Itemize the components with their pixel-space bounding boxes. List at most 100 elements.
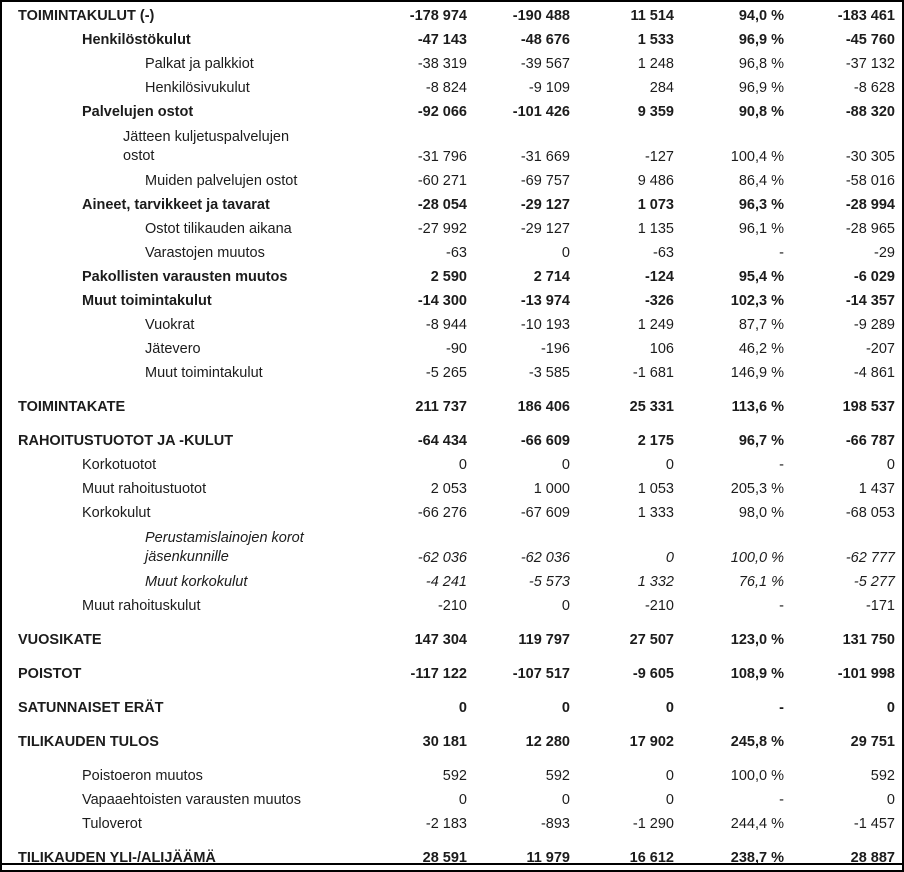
row-label: RAHOITUSTUOTOT JA -KULUT (18, 433, 234, 449)
row-label: Korkokulut (82, 505, 151, 521)
row-value: 284 (649, 80, 674, 96)
row-value: 238,7 % (730, 850, 784, 866)
row-value: 25 331 (629, 399, 674, 415)
row-value: 1 000 (533, 481, 570, 497)
row-value: -66 276 (417, 505, 467, 521)
row-value: -124 (644, 269, 674, 285)
row-value: -8 944 (425, 317, 467, 333)
row-label: Muiden palvelujen ostot (145, 173, 298, 189)
row-value: 2 175 (637, 433, 674, 449)
row-value: 86,4 % (738, 173, 784, 189)
row-value: 0 (561, 457, 570, 473)
row-value: 1 073 (637, 197, 674, 213)
row-label: POISTOT (18, 666, 82, 682)
row-value: -14 357 (845, 293, 895, 309)
row-value: - (779, 598, 784, 614)
row-value: 98,0 % (738, 505, 784, 521)
row-value: -190 488 (512, 8, 570, 24)
row-value: -5 277 (853, 574, 895, 590)
row-value: -1 681 (632, 365, 674, 381)
row-value: 0 (458, 792, 467, 808)
row-value: -64 434 (417, 433, 467, 449)
row-value: -62 036 (417, 550, 467, 566)
table-row: Poistoeron muutos 592 592 0 100,0 % 592 (2, 755, 902, 789)
row-value: 0 (665, 768, 674, 784)
row-value: 96,9 % (738, 32, 784, 48)
row-value: 106 (649, 341, 674, 357)
row-value: 1 135 (637, 221, 674, 237)
row-value: -326 (644, 293, 674, 309)
row-value: 95,4 % (738, 269, 784, 285)
row-value: 205,3 % (730, 481, 784, 497)
row-value: 244,4 % (730, 816, 784, 832)
row-value: 11 514 (630, 8, 674, 24)
row-value: 1 248 (637, 56, 674, 72)
row-value: -196 (540, 341, 570, 357)
row-value: -31 669 (520, 149, 570, 165)
income-statement-table: TOIMINTAKULUT (-) -178 974 -190 488 11 514 9… (2, 5, 902, 870)
row-value: - (779, 245, 784, 261)
row-value: -13 974 (520, 293, 570, 309)
row-value: -31 796 (417, 149, 467, 165)
row-value: - (779, 457, 784, 473)
table-row: Jätevero -90 -196 106 46,2 % -207 (2, 338, 902, 362)
row-value: -27 992 (417, 221, 467, 237)
row-value: 147 304 (414, 632, 467, 648)
row-value: -8 824 (425, 80, 467, 96)
table-row: Muut toimintakulut -5 265 -3 585 -1 681 146,… (2, 362, 902, 386)
row-value: 27 507 (629, 632, 674, 648)
row-value: -210 (437, 598, 467, 614)
table-row: TILIKAUDEN YLI-/ALIJÄÄMÄ 28 591 11 979 16 6… (2, 837, 902, 870)
row-value: -4 861 (853, 365, 895, 381)
table-row: Pakollisten varausten muutos 2 590 2 714 -1… (2, 266, 902, 290)
row-label: Muut rahoitustuotot (82, 481, 207, 497)
row-value: -38 319 (417, 56, 467, 72)
row-value: 2 714 (533, 269, 570, 285)
row-value: -4 241 (425, 574, 467, 590)
row-value: 96,3 % (738, 197, 784, 213)
row-value: 108,9 % (730, 666, 784, 682)
row-label: Henkilöstökulut (82, 32, 191, 48)
row-value: -9 289 (853, 317, 895, 333)
row-value: 11 979 (526, 850, 570, 866)
row-label: Jätteen kuljetuspalvelujen ostot (123, 129, 290, 164)
row-value: -29 127 (520, 221, 570, 237)
row-value: 0 (886, 457, 895, 473)
row-value: 2 590 (430, 269, 467, 285)
row-value: -62 036 (520, 550, 570, 566)
row-value: -3 585 (528, 365, 570, 381)
row-label: Henkilösivukulut (145, 80, 250, 96)
row-value: -39 567 (520, 56, 570, 72)
table-row: Muut rahoitustuotot 2 053 1 000 1 053 205,3 … (2, 478, 902, 502)
row-value: -47 143 (417, 32, 467, 48)
row-value: -2 183 (425, 816, 467, 832)
row-value: 592 (442, 768, 467, 784)
row-value: -9 605 (632, 666, 674, 682)
table-row: Palvelujen ostot -92 066 -101 426 9 359 90,8… (2, 101, 902, 125)
row-value: 87,7 % (738, 317, 784, 333)
statement-table-body: TOIMINTAKULUT (-) -178 974 -190 488 11 514 9… (2, 5, 902, 870)
table-row: Muut toimintakulut -14 300 -13 974 -326 102,… (2, 290, 902, 314)
row-value: 0 (561, 700, 570, 716)
row-value: 100,0 % (730, 768, 784, 784)
row-value: -207 (865, 341, 895, 357)
table-row: SATUNNAISET ERÄT 0 0 0 - 0 (2, 687, 902, 721)
row-value: -1 457 (853, 816, 895, 832)
row-value: 0 (561, 792, 570, 808)
row-label: Pakollisten varausten muutos (82, 269, 288, 285)
row-value: -58 016 (845, 173, 895, 189)
row-value: 46,2 % (738, 341, 784, 357)
row-value: 592 (545, 768, 570, 784)
table-row: Vuokrat -8 944 -10 193 1 249 87,7 % -9 289 (2, 314, 902, 338)
row-value: 30 181 (422, 734, 467, 750)
row-label: Palvelujen ostot (82, 104, 194, 120)
row-label: TOIMINTAKATE (18, 399, 126, 415)
row-value: 1 333 (637, 505, 674, 521)
row-value: -90 (446, 341, 467, 357)
row-value: 0 (886, 700, 895, 716)
row-label: TILIKAUDEN YLI-/ALIJÄÄMÄ (18, 850, 216, 866)
row-value: 28 887 (850, 850, 895, 866)
row-value: 0 (458, 700, 467, 716)
row-value: -117 122 (410, 666, 467, 682)
table-row: TOIMINTAKULUT (-) -178 974 -190 488 11 514 9… (2, 5, 902, 29)
